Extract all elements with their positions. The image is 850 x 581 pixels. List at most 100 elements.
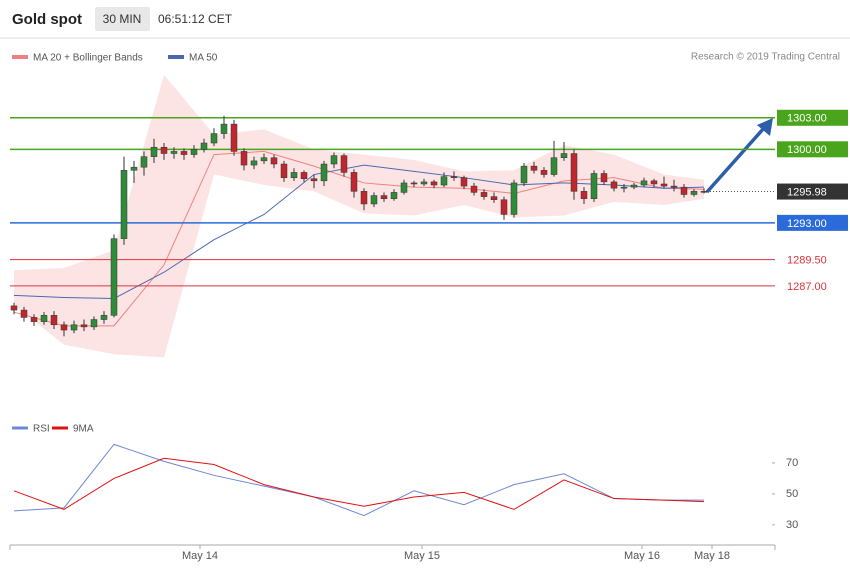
candle-body xyxy=(280,163,288,178)
candle-body xyxy=(10,305,18,311)
ma50-line xyxy=(13,164,705,300)
candle-body xyxy=(110,238,118,316)
candle-body xyxy=(570,153,578,192)
chart-title: Gold spot xyxy=(12,11,82,28)
candle-body xyxy=(490,196,498,200)
candle-body xyxy=(690,191,698,195)
candle-body xyxy=(200,142,208,150)
candle-body xyxy=(530,165,538,171)
candle-body xyxy=(140,156,148,168)
candle-body xyxy=(330,155,338,165)
y-tick-label: 70 xyxy=(786,457,798,469)
current-price-box xyxy=(777,183,848,200)
forecast-arrowhead xyxy=(757,118,773,136)
candle-body xyxy=(100,315,108,320)
candle-body xyxy=(360,191,368,205)
candle-body xyxy=(680,186,688,195)
candle-body xyxy=(340,155,348,173)
candle-body xyxy=(660,183,668,187)
candle-body xyxy=(60,324,68,331)
candle-body xyxy=(150,146,158,157)
timestamp: 06:51:12 CET xyxy=(158,12,233,26)
ma20-line xyxy=(13,150,705,327)
forecast-arrow xyxy=(705,126,766,194)
candle-body xyxy=(500,199,508,215)
candle-body xyxy=(190,149,198,155)
candle-body xyxy=(30,317,38,322)
candle-body xyxy=(20,309,28,318)
legend-label: MA 20 + Bollinger Bands xyxy=(33,53,143,64)
candle-body xyxy=(390,192,398,199)
price-panel xyxy=(13,74,705,358)
level-label-box xyxy=(777,141,848,158)
candle-body xyxy=(430,181,438,186)
legend-label: 9MA xyxy=(73,424,94,435)
candle-body xyxy=(270,157,278,165)
timeframe: 30 MIN xyxy=(103,12,142,26)
candle-body xyxy=(560,153,568,158)
y-tick-label: 30 xyxy=(786,519,798,531)
candle-body xyxy=(650,180,658,185)
candle-body xyxy=(460,177,468,187)
level-label: 1303.00 xyxy=(787,113,827,125)
candle-body xyxy=(90,319,98,328)
candle-body xyxy=(80,324,88,328)
candle-body xyxy=(120,170,128,239)
candle-body xyxy=(520,165,528,184)
candle-body xyxy=(470,185,478,193)
candle-body xyxy=(210,133,218,144)
candle-body xyxy=(310,178,318,182)
candle-body xyxy=(600,173,608,183)
candle-body xyxy=(590,173,598,199)
x-tick-label: May 14 xyxy=(182,550,218,562)
candle-body xyxy=(220,123,228,134)
candle-body xyxy=(350,172,358,192)
level-label-box xyxy=(777,214,848,231)
x-tick-label: May 18 xyxy=(694,550,730,562)
candle-body xyxy=(630,184,638,188)
rsi-line xyxy=(13,443,704,517)
candle-body xyxy=(670,185,678,188)
candle-body xyxy=(160,146,168,154)
legend-label: RSI xyxy=(33,424,50,435)
candle-body xyxy=(70,324,78,331)
candle-body xyxy=(400,182,408,193)
candle-body xyxy=(320,163,328,182)
candle-body xyxy=(260,157,268,162)
candle-body xyxy=(550,157,558,175)
candle-body xyxy=(450,176,458,178)
x-tick-label: May 15 xyxy=(404,550,440,562)
candle-body xyxy=(540,170,548,175)
candle-body xyxy=(40,315,48,322)
candle-body xyxy=(480,192,488,197)
candle-body xyxy=(370,195,378,205)
candle-body xyxy=(420,181,428,185)
candle-body xyxy=(700,191,708,193)
candle-body xyxy=(640,180,648,186)
current-price-label: 1295.98 xyxy=(787,186,827,198)
x-tick-label: May 16 xyxy=(624,550,660,562)
bollinger-band xyxy=(14,74,704,358)
level-label: 1287.00 xyxy=(787,281,827,293)
candle-body xyxy=(610,181,618,189)
level-label: 1289.50 xyxy=(787,255,827,267)
candle-body xyxy=(180,151,188,155)
candle-body xyxy=(440,176,448,186)
candle-body xyxy=(620,186,628,189)
legend-label: MA 50 xyxy=(189,53,218,64)
candle-body xyxy=(170,151,178,154)
candle-body xyxy=(240,151,248,166)
candle-body xyxy=(300,172,308,179)
candle-body xyxy=(250,160,258,166)
candle-body xyxy=(580,191,588,199)
y-tick-label: 50 xyxy=(786,488,798,500)
candle-body xyxy=(290,172,298,178)
rsi-line xyxy=(13,457,705,510)
credit: Research © 2019 Trading Central xyxy=(691,52,840,63)
level-label: 1293.00 xyxy=(787,218,827,230)
level-label-box xyxy=(777,109,848,126)
candle-body xyxy=(230,123,238,152)
candle-body xyxy=(380,195,388,199)
timeframe-box xyxy=(95,7,150,31)
